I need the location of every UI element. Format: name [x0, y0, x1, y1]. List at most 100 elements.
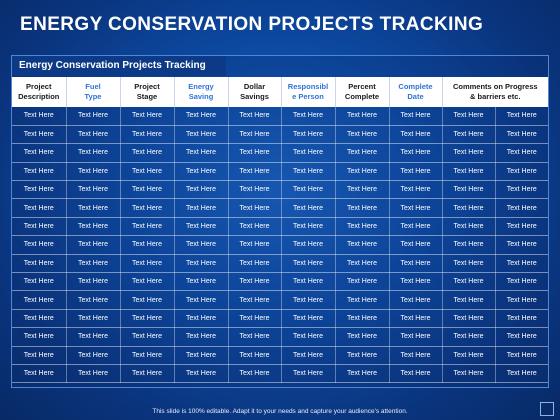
table-header-row: Project Description Fuel Type Project Stage En…	[12, 77, 549, 107]
table-cell: Text Here	[281, 162, 336, 182]
table-cell: Text Here	[120, 364, 175, 384]
table-cell: Text Here	[442, 309, 496, 329]
table-cell: Text Here	[442, 327, 496, 347]
table-cell: Text Here	[389, 254, 443, 274]
table-cell: Text Here	[281, 217, 336, 237]
table-cell: Text Here	[335, 107, 390, 126]
column-header: Fuel Type	[66, 77, 121, 107]
table-cell: Text Here	[335, 125, 390, 145]
table-cell: Text Here	[12, 346, 67, 365]
table-cell: Text Here	[12, 143, 67, 163]
table-cell: Text Here	[335, 327, 390, 347]
table-cell: Text Here	[442, 125, 496, 145]
table-cell: Text Here	[66, 217, 121, 237]
table-cell: Text Here	[66, 327, 121, 347]
table-cell: Text Here	[66, 235, 121, 255]
table-cell: Text Here	[442, 217, 496, 237]
table-cell: Text Here	[12, 272, 67, 292]
table-row: Text Here Text Here Text Here Text Here Text…	[12, 217, 549, 237]
table-cell: Text Here	[228, 107, 282, 126]
table-cell: Text Here	[174, 254, 229, 274]
table-cell: Text Here	[495, 107, 549, 126]
table-cell: Text Here	[174, 198, 229, 218]
table-cell: Text Here	[442, 235, 496, 255]
table-cell: Text Here	[120, 235, 175, 255]
table-cell: Text Here	[66, 364, 121, 384]
table-cell: Text Here	[66, 180, 121, 200]
table-cell: Text Here	[228, 254, 282, 274]
table-cell: Text Here	[228, 272, 282, 292]
table-cell: Text Here	[389, 180, 443, 200]
table-cell: Text Here	[228, 180, 282, 200]
table-cell: Text Here	[335, 217, 390, 237]
table-cell: Text Here	[66, 309, 121, 329]
table-row: Text Here Text Here Text Here Text Here Text…	[12, 125, 549, 145]
table-cell: Text Here	[335, 346, 390, 365]
table-cell: Text Here	[495, 309, 549, 329]
table-cell: Text Here	[335, 272, 390, 292]
table-cell: Text Here	[174, 346, 229, 365]
table-cell: Text Here	[281, 107, 336, 126]
table-cell: Text Here	[335, 180, 390, 200]
column-header: Project Description	[12, 77, 67, 107]
column-header: Project Stage	[120, 77, 175, 107]
table-cell: Text Here	[66, 272, 121, 292]
table-cell: Text Here	[174, 327, 229, 347]
table-cell: Text Here	[120, 125, 175, 145]
table-cell: Text Here	[12, 125, 67, 145]
table-cell: Text Here	[12, 217, 67, 237]
column-header: Dollar Savings	[228, 77, 282, 107]
table-cell: Text Here	[495, 180, 549, 200]
table-cell: Text Here	[120, 272, 175, 292]
table-cell: Text Here	[120, 107, 175, 126]
table-cell: Text Here	[335, 254, 390, 274]
table-cell: Text Here	[120, 327, 175, 347]
table-cell: Text Here	[228, 290, 282, 310]
table-cell: Text Here	[281, 346, 336, 365]
page-title: ENERGY CONSERVATION PROJECTS TRACKING	[20, 14, 484, 35]
table-cell: Text Here	[228, 235, 282, 255]
table-cell: Text Here	[442, 290, 496, 310]
table-cell: Text Here	[174, 162, 229, 182]
table-cell: Text Here	[335, 290, 390, 310]
table-cell: Text Here	[495, 254, 549, 274]
table-cell: Text Here	[174, 180, 229, 200]
table-cell: Text Here	[442, 143, 496, 163]
table-cell: Text Here	[389, 125, 443, 145]
table-cell: Text Here	[281, 290, 336, 310]
table-cell: Text Here	[228, 198, 282, 218]
table-row: Text Here Text Here Text Here Text Here Text…	[12, 235, 549, 255]
table-cell: Text Here	[281, 235, 336, 255]
table-cell: Text Here	[442, 107, 496, 126]
table-cell: Text Here	[389, 290, 443, 310]
table-cell: Text Here	[12, 309, 67, 329]
table-cell: Text Here	[281, 309, 336, 329]
table-cell: Text Here	[12, 327, 67, 347]
table-cell: Text Here	[389, 272, 443, 292]
column-header: Responsibl e Person	[281, 77, 336, 107]
table-cell: Text Here	[495, 198, 549, 218]
table-cell: Text Here	[389, 309, 443, 329]
table-cell: Text Here	[495, 346, 549, 365]
table-cell: Text Here	[66, 346, 121, 365]
table-cell: Text Here	[335, 364, 390, 384]
table-cell: Text Here	[174, 272, 229, 292]
table-body: Text Here Text Here Text Here Text Here Text…	[12, 107, 549, 384]
table-cell: Text Here	[66, 198, 121, 218]
table-cell: Text Here	[389, 346, 443, 365]
table-cell: Text Here	[120, 290, 175, 310]
table-cell: Text Here	[12, 162, 67, 182]
table-cell: Text Here	[495, 327, 549, 347]
column-header: Energy Saving	[174, 77, 229, 107]
table-cell: Text Here	[228, 125, 282, 145]
table-cell: Text Here	[120, 198, 175, 218]
table-cell: Text Here	[389, 162, 443, 182]
table-cell: Text Here	[228, 309, 282, 329]
table-cell: Text Here	[66, 254, 121, 274]
table-cell: Text Here	[281, 327, 336, 347]
table-cell: Text Here	[335, 235, 390, 255]
table-cell: Text Here	[495, 125, 549, 145]
table-row: Text Here Text Here Text Here Text Here Text…	[12, 290, 549, 310]
table-cell: Text Here	[12, 107, 67, 126]
table-cell: Text Here	[281, 272, 336, 292]
